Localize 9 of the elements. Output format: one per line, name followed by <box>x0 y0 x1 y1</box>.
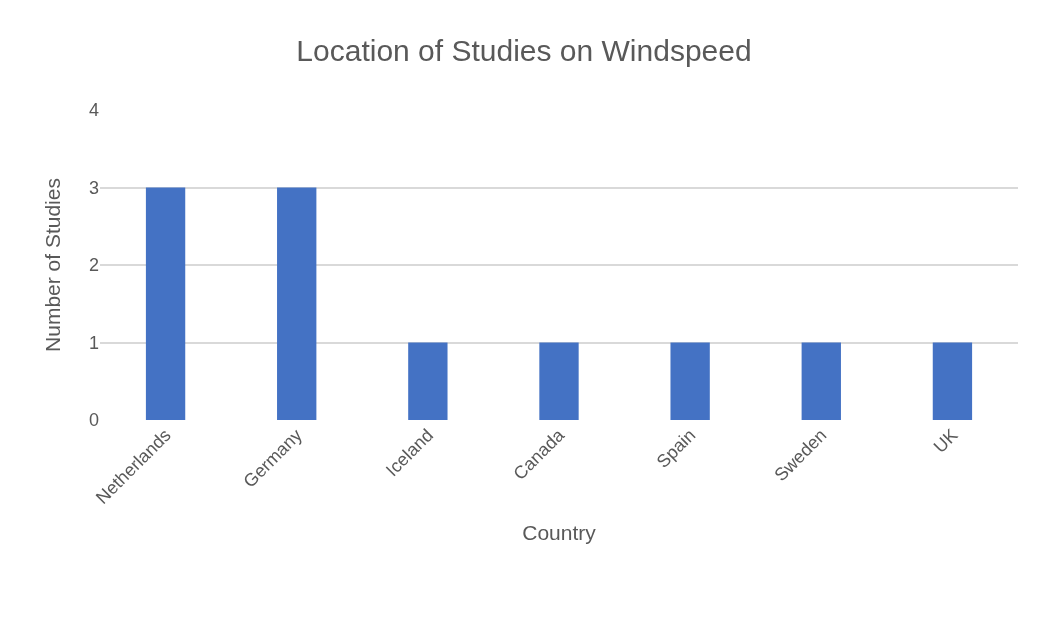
y-tick-label: 2 <box>88 255 99 276</box>
x-axis-title: Country <box>522 521 597 545</box>
y-tick-label: 4 <box>88 100 99 121</box>
y-tick-label: 1 <box>88 332 99 353</box>
y-tick-label: 0 <box>88 410 99 431</box>
chart-title: Location of Studies on Windspeed <box>296 34 752 68</box>
y-axis-title: Number of Studies <box>41 178 65 352</box>
y-tick-label: 3 <box>88 177 99 198</box>
x-tick-label: UK <box>929 425 962 457</box>
